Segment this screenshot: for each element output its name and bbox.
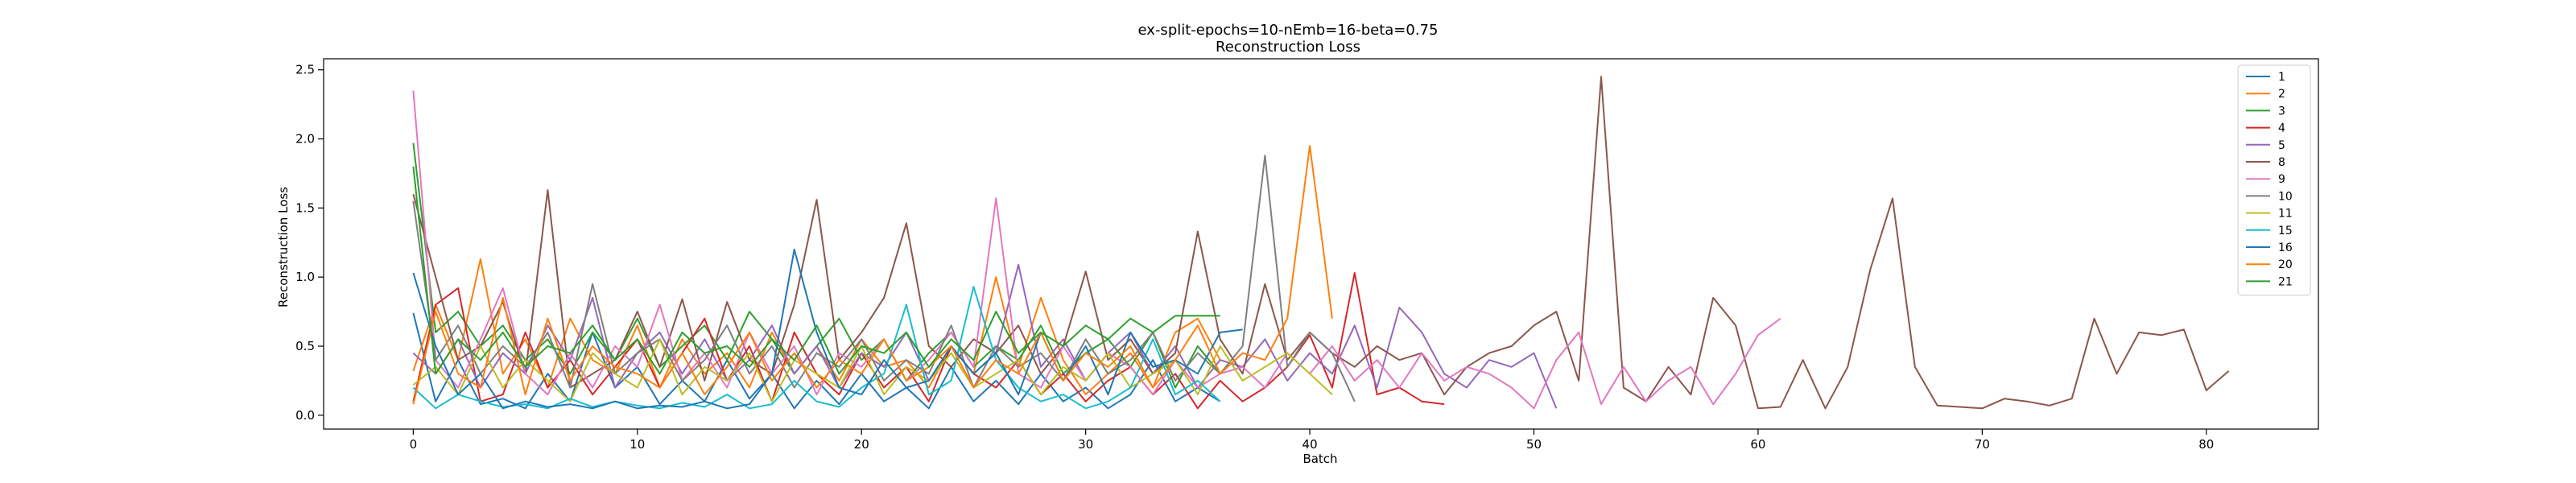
legend-label-16: 16 (2278, 242, 2293, 254)
legend-label-4: 4 (2278, 122, 2285, 135)
legend-label-21: 21 (2278, 275, 2293, 288)
legend-label-20: 20 (2278, 258, 2293, 271)
plot-content (412, 76, 2230, 410)
legend-label-10: 10 (2278, 190, 2293, 203)
y-tick-label: 1.5 (295, 200, 315, 215)
y-tick-label: 2.0 (295, 132, 315, 147)
legend: 1 2 3 4 5 8 9 10 11 15 16 20 21 (2237, 64, 2311, 296)
y-tick-label: 2.5 (295, 63, 315, 77)
x-tick-label: 40 (1302, 437, 1318, 452)
x-tick-label: 30 (1078, 437, 1093, 452)
x-axis: 0 10 20 30 40 50 60 70 80 (410, 429, 2214, 452)
chart-title: ex-split-epochs=10-nEmb=16-beta=0.75 (1138, 22, 1439, 39)
series-line-10 (412, 155, 1356, 402)
x-tick-label: 80 (2198, 437, 2214, 452)
legend-label-9: 9 (2278, 173, 2285, 186)
series-line-20 (412, 145, 1333, 405)
legend-box (2237, 64, 2311, 296)
x-tick-label: 50 (1526, 437, 1542, 452)
series-line-21 (412, 166, 1220, 375)
series-line-15 (412, 286, 1221, 410)
series-line-1 (412, 312, 1221, 410)
series-line-4 (412, 272, 1445, 410)
y-tick-label: 1.0 (295, 270, 315, 284)
plot-frame (323, 58, 2319, 430)
x-tick-label: 10 (630, 437, 645, 452)
legend-label-5: 5 (2278, 139, 2285, 152)
legend-label-3: 3 (2278, 105, 2285, 118)
x-tick-label: 60 (1750, 437, 1765, 452)
chart-subtitle: Reconstruction Loss (1216, 39, 1360, 56)
x-axis-label: Batch (1302, 452, 1337, 466)
y-tick-label: 0.5 (295, 339, 315, 353)
series-line-3 (412, 142, 1221, 389)
legend-label-15: 15 (2278, 225, 2293, 237)
legend-label-1: 1 (2278, 71, 2285, 84)
series-line-11 (412, 338, 1333, 402)
x-tick-label: 20 (854, 437, 869, 452)
legend-label-11: 11 (2278, 208, 2293, 221)
y-axis: 0.0 0.5 1.0 1.5 2.0 2.5 (295, 63, 324, 423)
y-tick-label: 0.0 (295, 408, 315, 423)
legend-label-8: 8 (2278, 156, 2285, 169)
x-tick-label: 0 (410, 437, 418, 452)
series-line-16 (412, 248, 1243, 410)
x-tick-label: 70 (1975, 437, 1990, 452)
y-axis-label: Reconstruction Loss (276, 187, 291, 308)
legend-label-2: 2 (2278, 88, 2285, 101)
